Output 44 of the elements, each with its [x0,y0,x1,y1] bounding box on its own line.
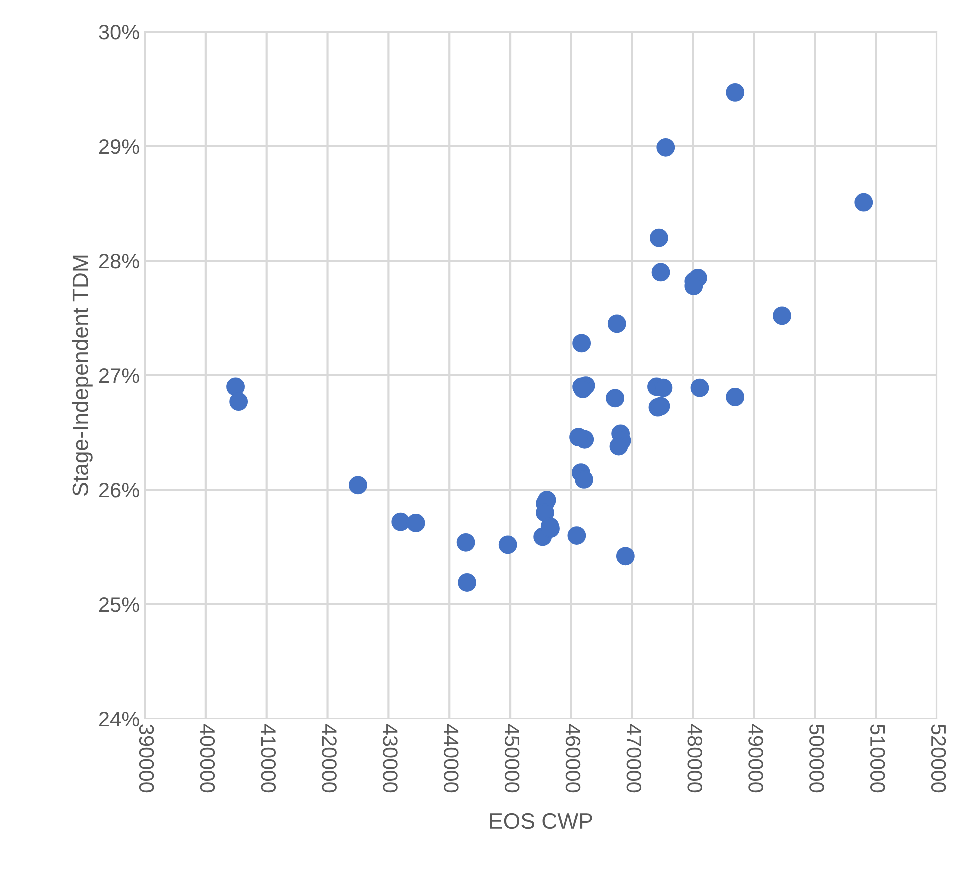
point [572,334,592,353]
x-tick-label: 420000 [322,724,337,793]
point [230,392,248,412]
point [568,526,586,545]
x-tick-label: 510000 [870,724,886,793]
point [616,547,635,566]
x-tick-label: 500000 [810,724,824,793]
y-tick-label: 25% [99,598,140,612]
x-tick-label: 400000 [200,724,216,793]
point [773,306,792,326]
y-axis-title: Stage-Independent TDM [72,256,93,496]
x-tick-label: 450000 [504,724,520,793]
point [690,378,710,398]
y-tick-label: 28% [99,254,140,269]
point [349,476,368,495]
point [652,263,670,282]
point [726,83,745,102]
point [458,574,476,592]
x-tick-label: 460000 [566,724,581,793]
y-tick-label: 24% [99,712,140,727]
y-tick-label: 26% [99,483,140,498]
point [456,533,476,552]
point [406,514,426,532]
point [392,512,410,532]
x-tick-label: 520000 [931,724,946,793]
x-tick-label: 490000 [748,724,764,793]
y-tick-label: 30% [99,25,140,40]
x-tick-label: 390000 [139,724,154,793]
point [854,193,874,212]
x-tick-label: 480000 [688,724,702,793]
point [226,378,245,396]
x-axis-title: EOS CWP [490,813,592,830]
x-tick-label: 410000 [261,724,276,793]
x-tick-label: 440000 [444,724,459,793]
y-tick-label: 27% [99,368,140,384]
point [656,138,676,157]
point [650,228,668,248]
x-tick-label: 430000 [383,724,398,793]
point [608,314,626,334]
y-tick-label: 29% [99,140,140,154]
point [498,536,518,554]
point [726,388,745,406]
point [606,389,625,408]
x-tick-label: 470000 [626,724,642,793]
